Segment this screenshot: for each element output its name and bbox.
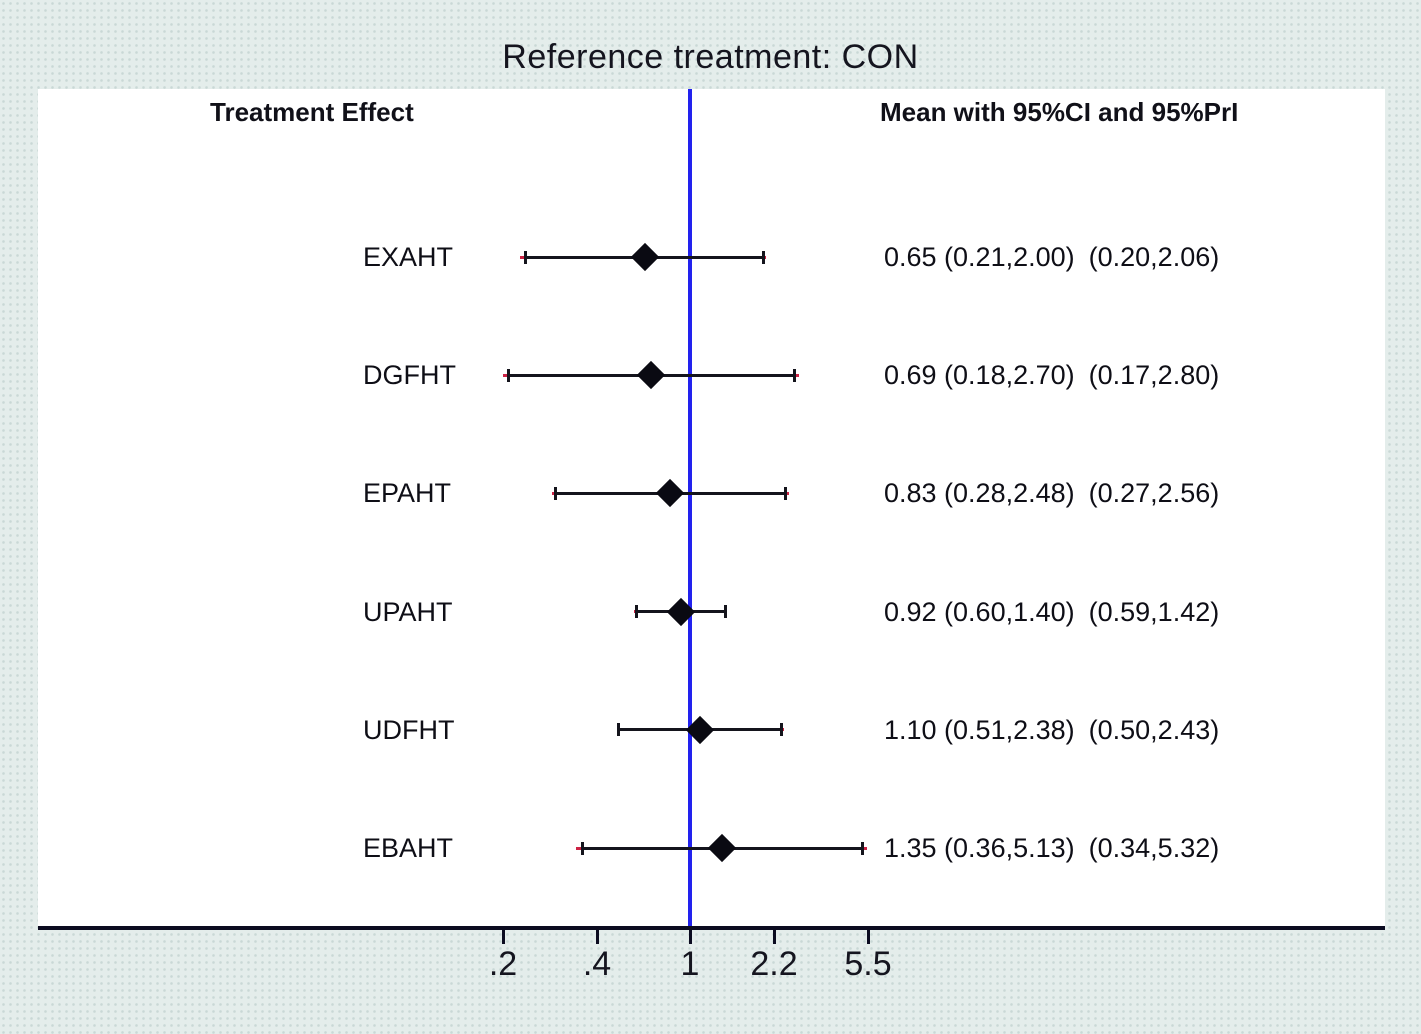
ci-end-cap [580, 841, 584, 855]
row-label: EXAHT [363, 242, 454, 272]
row-label: DGFHT [363, 360, 456, 391]
ci-end-cap [861, 841, 865, 855]
axis-tick-label: 1 [680, 945, 700, 983]
axis-tick [595, 928, 599, 944]
ci-end-cap [554, 486, 558, 500]
pri-text: (0.20,2.06) [1088, 242, 1220, 272]
axis-tick-label: .2 [488, 945, 518, 983]
row-label: EBAHT [363, 833, 454, 863]
mean-diamond-marker [630, 242, 659, 272]
estimate-ci-text: 1.35 (0.36,5.13) [884, 833, 1075, 863]
row-label: UDFHT [363, 714, 455, 745]
ci-end-cap [617, 723, 621, 737]
column-header-treatment-effect: Treatment Effect [210, 97, 414, 127]
pri-text: (0.59,1.42) [1088, 596, 1220, 627]
column-header-mean-ci-pri: Mean with 95%CI and 95%PrI [880, 97, 1239, 127]
estimate-ci-text: 0.69 (0.18,2.70) [884, 360, 1075, 391]
axis-tick [866, 928, 870, 944]
row-estimate-text: 0.92 (0.60,1.40) (0.59,1.42) [884, 594, 1219, 630]
pri-text: (0.50,2.43) [1088, 714, 1220, 745]
ci-end-cap [724, 605, 728, 619]
row-estimate-text: 0.69 (0.18,2.70) (0.17,2.80) [884, 357, 1219, 393]
axis-tick [501, 928, 505, 944]
row-estimate-text: 1.10 (0.51,2.38) (0.50,2.43) [884, 712, 1219, 748]
mean-diamond-marker [636, 361, 665, 390]
axis-tick-label: .4 [582, 945, 612, 983]
row-label: EPAHT [363, 478, 452, 509]
pri-text: (0.34,5.32) [1088, 833, 1220, 863]
x-axis-line [38, 926, 1385, 930]
axis-tick [772, 928, 776, 944]
mean-diamond-marker [656, 479, 685, 508]
estimate-ci-text: 0.65 (0.21,2.00) [884, 242, 1075, 272]
ci-end-cap [784, 486, 788, 500]
ci-end-cap [761, 250, 765, 264]
row-estimate-text: 0.65 (0.21,2.00) (0.20,2.06) [884, 239, 1219, 275]
chart-title: Reference treatment: CON [502, 38, 919, 76]
axis-tick-label: 2.2 [750, 945, 798, 983]
row-estimate-text: 1.35 (0.36,5.13) (0.34,5.32) [884, 830, 1219, 866]
ci-end-cap [634, 605, 638, 619]
mean-diamond-marker [707, 833, 736, 863]
axis-tick-label: 5.5 [844, 945, 892, 983]
pri-text: (0.27,2.56) [1088, 478, 1220, 509]
estimate-ci-text: 1.10 (0.51,2.38) [884, 714, 1075, 745]
pri-text: (0.17,2.80) [1088, 360, 1220, 391]
ci-end-cap [507, 368, 511, 382]
estimate-ci-text: 0.92 (0.60,1.40) [884, 596, 1075, 627]
estimate-ci-text: 0.83 (0.28,2.48) [884, 478, 1075, 509]
axis-tick [688, 928, 692, 944]
ci-end-cap [793, 368, 797, 382]
plot-area: Treatment Effect Mean with 95%CI and 95%… [38, 89, 1385, 983]
row-label: UPAHT [363, 596, 453, 627]
reference-line [688, 89, 692, 928]
ci-end-cap [523, 250, 527, 264]
ci-end-cap [780, 723, 784, 737]
row-estimate-text: 0.83 (0.28,2.48) (0.27,2.56) [884, 475, 1219, 511]
